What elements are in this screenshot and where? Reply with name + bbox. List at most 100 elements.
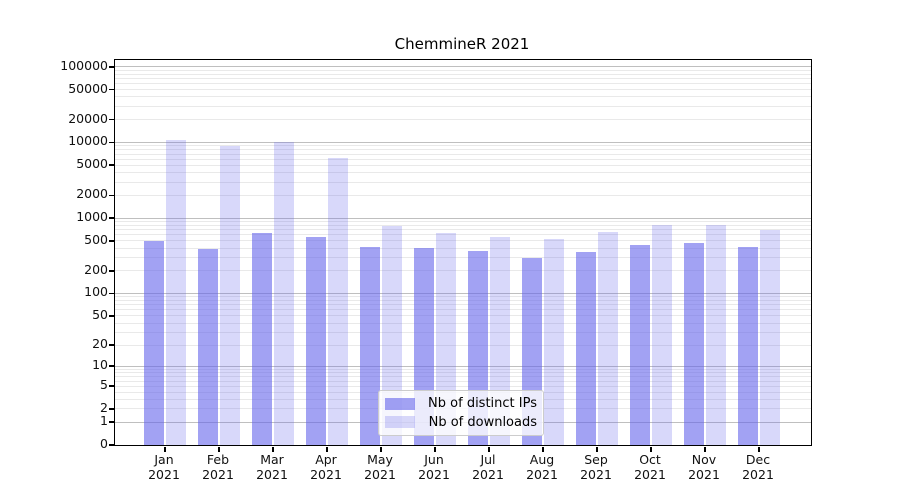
legend-swatch-downloads [385, 416, 415, 429]
grid-line [115, 141, 811, 143]
y-tick-label: 500 [84, 231, 108, 247]
grid-line [115, 385, 811, 387]
y-tick-label: 50 [92, 306, 108, 322]
grid-line [115, 257, 811, 259]
grid-line [115, 83, 811, 85]
grid-line [115, 224, 811, 226]
y-tick-label: 20 [92, 335, 108, 351]
y-tick-label: 50000 [68, 80, 108, 96]
grid-line [115, 194, 811, 196]
y-tick-label: 5000 [76, 156, 108, 172]
y-tick-mark [108, 444, 114, 446]
chart-title: ChemmineR 2021 [394, 35, 530, 53]
bar-distinct-ips [252, 232, 272, 445]
x-tick-mark [326, 446, 328, 452]
bar-distinct-ips [198, 248, 218, 445]
grid-line [115, 149, 811, 151]
legend-item-downloads: Nb of downloads [385, 415, 537, 430]
bar-distinct-ips [630, 244, 650, 445]
y-tick-mark [108, 344, 114, 346]
plot-area [108, 59, 812, 452]
x-tick-label: Feb 2021 [202, 452, 234, 482]
bar-downloads [544, 238, 564, 445]
x-tick-label: Dec 2021 [742, 452, 774, 482]
y-tick-label: 10000 [68, 133, 108, 149]
y-tick-mark [108, 217, 114, 219]
x-tick-label: Jun 2021 [418, 452, 450, 482]
grid-line [115, 78, 811, 80]
grid-line [115, 181, 811, 183]
grid-line [115, 172, 811, 174]
x-tick-mark [434, 446, 436, 452]
grid-line [115, 322, 811, 324]
y-tick-mark [108, 315, 114, 317]
grid-line [115, 73, 811, 75]
grid-line [115, 368, 811, 370]
y-tick-label: 1 [100, 413, 108, 429]
x-tick-label: Apr 2021 [310, 452, 342, 482]
legend-swatch-distinct-ips [385, 397, 415, 410]
x-tick-label: Jan 2021 [148, 452, 180, 482]
grid-line [115, 96, 811, 98]
x-tick-mark [542, 446, 544, 452]
grid-line [115, 229, 811, 231]
grid-line [115, 331, 811, 333]
bar-downloads [274, 141, 294, 445]
y-tick-mark [108, 88, 114, 91]
x-tick-mark [650, 446, 652, 452]
y-tick-label: 5 [100, 377, 108, 393]
bar-downloads [598, 232, 618, 445]
grid-line [115, 164, 811, 166]
grid-line [115, 105, 811, 107]
x-tick-label: Sep 2021 [580, 452, 612, 482]
legend-label: Nb of downloads [428, 414, 537, 430]
y-tick-mark [108, 292, 114, 295]
grid-line [115, 247, 811, 249]
grid-line [115, 119, 811, 121]
bar-distinct-ips [684, 242, 704, 445]
x-tick-mark [758, 446, 760, 452]
x-tick-label: Jul 2021 [472, 452, 504, 482]
grid-line [115, 145, 811, 147]
legend-label: Nb of distinct IPs [428, 396, 537, 412]
x-tick-mark [164, 446, 166, 452]
y-tick-mark [108, 164, 114, 166]
y-tick-label: 2000 [76, 186, 108, 202]
grid-line [115, 309, 811, 311]
y-tick-mark [108, 408, 114, 410]
grid-line [115, 296, 811, 298]
y-tick-mark [108, 66, 114, 68]
y-tick-label: 10 [92, 357, 108, 373]
bar-distinct-ips [576, 251, 596, 445]
y-tick-mark [108, 194, 114, 197]
grid-line [115, 234, 811, 236]
x-tick-label: May 2021 [364, 452, 396, 482]
y-tick-mark [108, 365, 114, 367]
grid-line [115, 304, 811, 306]
y-tick-label: 0 [100, 436, 108, 451]
x-tick-label: Mar 2021 [256, 452, 288, 482]
x-tick-label: Aug 2021 [526, 452, 558, 482]
grid-line [115, 365, 811, 367]
bar-downloads [166, 139, 186, 445]
y-tick-label: 1000 [76, 209, 108, 225]
x-tick-mark [272, 446, 274, 452]
grid-line [115, 380, 811, 382]
grid-line [115, 66, 811, 68]
bar-downloads [760, 230, 780, 445]
y-tick-mark [108, 385, 114, 387]
y-tick-mark [108, 141, 114, 144]
x-tick-mark [218, 446, 220, 452]
grid-line [115, 292, 811, 294]
grid-line [115, 240, 811, 242]
legend: Nb of distinct IPs Nb of downloads [378, 390, 544, 436]
bar-downloads [220, 145, 240, 445]
x-tick-mark [704, 446, 706, 452]
grid-line [115, 344, 811, 346]
legend-item-distinct-ips: Nb of distinct IPs [385, 396, 537, 411]
grid-line [115, 270, 811, 272]
grid-line [115, 153, 811, 155]
x-tick-mark [488, 446, 490, 452]
x-tick-mark [380, 446, 382, 452]
